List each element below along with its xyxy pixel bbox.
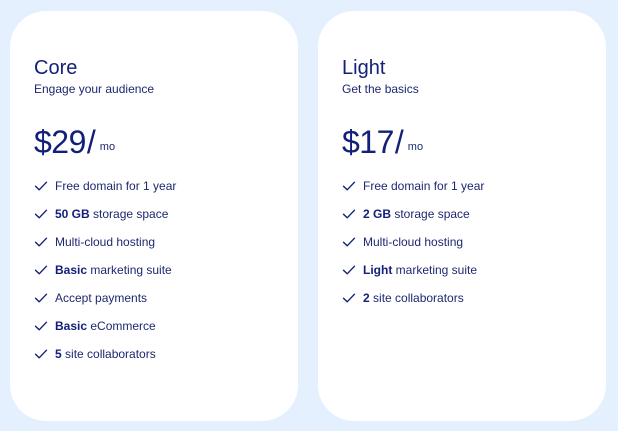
check-icon xyxy=(342,207,356,221)
price-slash: / xyxy=(86,124,96,160)
feature-label: storage space xyxy=(391,207,470,221)
plan-card-light: Light Get the basics $17 / mo Free domai… xyxy=(318,11,606,421)
feature-label: Multi-cloud hosting xyxy=(363,235,464,249)
feature-text: Multi-cloud hosting xyxy=(363,235,463,249)
price-period: mo xyxy=(407,141,424,153)
feature-item: Light marketing suite xyxy=(342,256,606,284)
feature-text: Free domain for 1 year xyxy=(363,179,484,193)
feature-text: 50 GB storage space xyxy=(55,207,168,221)
feature-text: Basic eCommerce xyxy=(55,319,156,333)
price-row: $29 / mo xyxy=(34,122,298,162)
check-icon xyxy=(34,235,48,249)
check-icon xyxy=(34,319,48,333)
feature-label: marketing suite xyxy=(392,263,478,277)
feature-highlight: 5 xyxy=(55,347,62,361)
feature-label: Free domain for 1 year xyxy=(363,179,485,193)
plan-name: Light xyxy=(342,57,386,79)
feature-highlight: Basic xyxy=(55,263,88,277)
plan-name: Core xyxy=(34,57,78,79)
plan-card-core: Core Engage your audience $29 / mo Free … xyxy=(10,11,298,421)
feature-label: site collaborators xyxy=(61,347,156,361)
feature-list: Free domain for 1 year 50 GB storage spa… xyxy=(34,172,298,368)
feature-label: Accept payments xyxy=(55,291,148,305)
feature-highlight: 2 xyxy=(363,291,370,305)
check-icon xyxy=(34,291,48,305)
feature-label: eCommerce xyxy=(87,319,156,333)
feature-text: Accept payments xyxy=(55,291,147,305)
feature-text: Light marketing suite xyxy=(363,263,477,277)
plan-price: $17 xyxy=(342,124,394,160)
price-row: $17 / mo xyxy=(342,122,606,162)
check-icon xyxy=(342,235,356,249)
feature-highlight: 50 GB xyxy=(55,207,90,221)
feature-item: 50 GB storage space xyxy=(34,200,298,228)
check-icon xyxy=(34,347,48,361)
feature-highlight: 2 GB xyxy=(363,207,392,221)
feature-item: Basic marketing suite xyxy=(34,256,298,284)
check-icon xyxy=(342,291,356,305)
feature-label: site collaborators xyxy=(369,291,464,305)
price-slash: / xyxy=(394,124,404,160)
feature-item: Free domain for 1 year xyxy=(342,172,606,200)
price-period: mo xyxy=(99,141,116,153)
check-icon xyxy=(342,179,356,193)
feature-highlight: Light xyxy=(363,263,393,277)
feature-text: Basic marketing suite xyxy=(55,263,172,277)
feature-item: 5 site collaborators xyxy=(34,340,298,368)
check-icon xyxy=(34,207,48,221)
feature-label: marketing suite xyxy=(87,263,172,277)
feature-list: Free domain for 1 year 2 GB storage spac… xyxy=(342,172,606,312)
feature-item: Free domain for 1 year xyxy=(34,172,298,200)
feature-highlight: Basic xyxy=(55,319,88,333)
feature-item: Basic eCommerce xyxy=(34,312,298,340)
feature-item: Accept payments xyxy=(34,284,298,312)
feature-item: Multi-cloud hosting xyxy=(342,228,606,256)
feature-text: 5 site collaborators xyxy=(55,347,156,361)
feature-item: 2 site collaborators xyxy=(342,284,606,312)
feature-text: 2 GB storage space xyxy=(363,207,470,221)
feature-label: Multi-cloud hosting xyxy=(55,235,156,249)
feature-text: 2 site collaborators xyxy=(363,291,464,305)
plan-tagline: Engage your audience xyxy=(34,82,155,96)
feature-label: storage space xyxy=(89,207,169,221)
feature-text: Free domain for 1 year xyxy=(55,179,176,193)
feature-text: Multi-cloud hosting xyxy=(55,235,155,249)
plan-tagline: Get the basics xyxy=(342,82,419,96)
plan-price: $29 xyxy=(34,124,86,160)
check-icon xyxy=(342,263,356,277)
check-icon xyxy=(34,263,48,277)
check-icon xyxy=(34,179,48,193)
feature-item: Multi-cloud hosting xyxy=(34,228,298,256)
feature-label: Free domain for 1 year xyxy=(55,179,177,193)
feature-item: 2 GB storage space xyxy=(342,200,606,228)
